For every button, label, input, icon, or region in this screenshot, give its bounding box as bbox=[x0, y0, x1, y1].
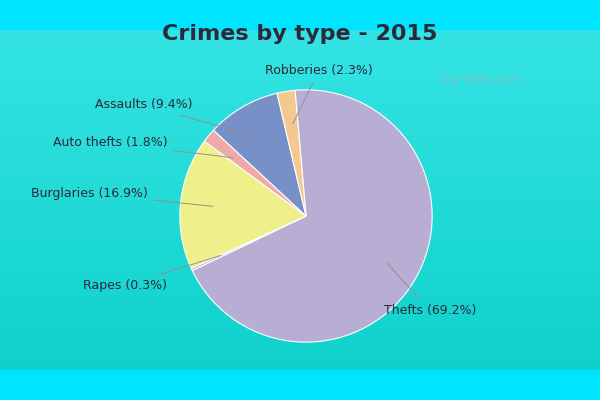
Wedge shape bbox=[205, 130, 306, 216]
Text: Assaults (9.4%): Assaults (9.4%) bbox=[95, 98, 257, 137]
Wedge shape bbox=[191, 216, 306, 270]
Text: Robberies (2.3%): Robberies (2.3%) bbox=[265, 64, 373, 124]
Text: Crimes by type - 2015: Crimes by type - 2015 bbox=[163, 24, 437, 44]
Text: Burglaries (16.9%): Burglaries (16.9%) bbox=[31, 187, 213, 206]
Text: Thefts (69.2%): Thefts (69.2%) bbox=[384, 263, 476, 317]
Text: Auto thefts (1.8%): Auto thefts (1.8%) bbox=[53, 136, 233, 158]
Wedge shape bbox=[214, 93, 306, 216]
Wedge shape bbox=[277, 90, 306, 216]
Wedge shape bbox=[180, 141, 306, 268]
Text: Rapes (0.3%): Rapes (0.3%) bbox=[83, 255, 221, 292]
Text: City-Data.com: City-Data.com bbox=[438, 74, 522, 86]
Wedge shape bbox=[192, 90, 432, 342]
